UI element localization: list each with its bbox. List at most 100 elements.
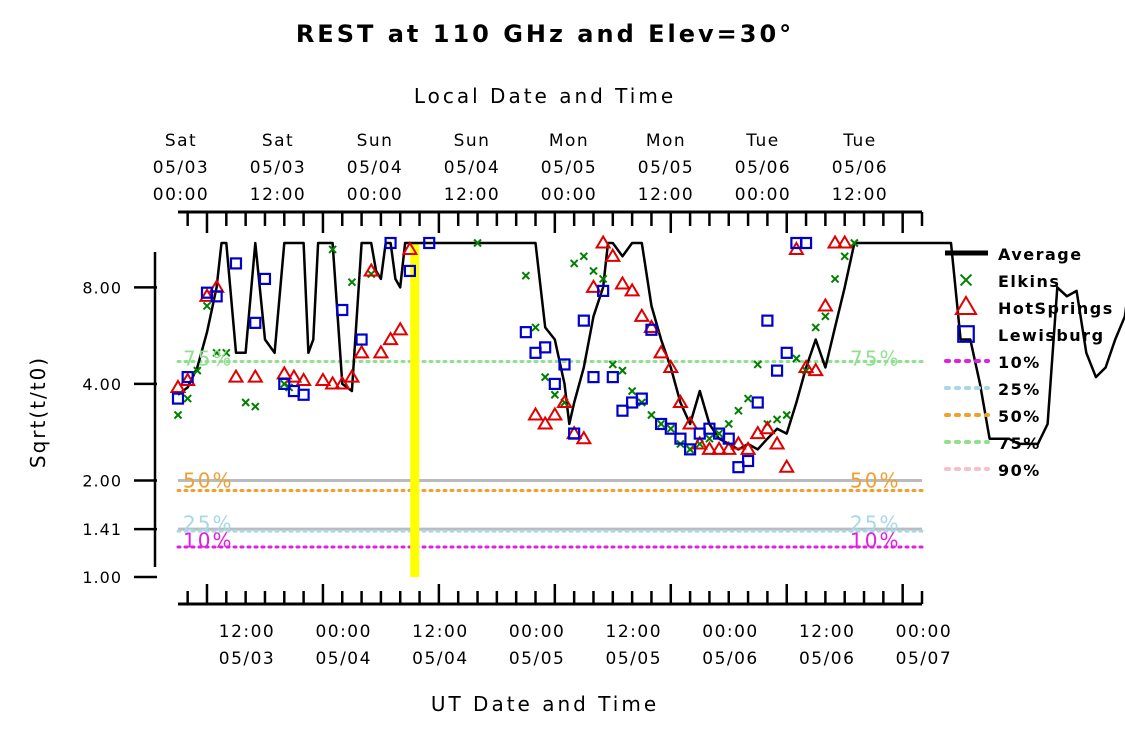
y-axis-title: Sqrt(t/t0) <box>26 356 50 468</box>
ut-time-7: 00:00 <box>896 622 953 642</box>
ut-date-1: 05/04 <box>315 649 372 669</box>
ut-date-2: 05/04 <box>412 649 469 669</box>
elkins-point-46-stroke-b <box>830 274 840 284</box>
legend-item-10pct: 10% <box>944 353 1039 372</box>
ut-date-7: 05/07 <box>896 649 953 669</box>
series-hotsprings <box>169 234 853 473</box>
elkins-point-41-stroke-b <box>782 410 791 420</box>
series-lewisburg <box>171 236 813 474</box>
elkins-point-16-stroke-b <box>540 372 550 382</box>
legend-item-average: Average <box>945 245 1083 264</box>
elkins-point-22 <box>598 274 608 284</box>
local-date-6: 05/06 <box>735 158 792 178</box>
elkins-point-34-stroke-b <box>714 429 724 438</box>
legend-item-25pct: 25% <box>944 380 1039 399</box>
lewisburg-point-39 <box>751 396 764 409</box>
local-time-4: 00:00 <box>541 185 598 205</box>
hotsprings-point-12 <box>343 368 361 383</box>
local-date-2: 05/04 <box>347 158 404 178</box>
legend-item-lewisburg: Lewisburg <box>957 325 1103 345</box>
hotsprings-point-31 <box>643 318 660 333</box>
local-time-6: 00:00 <box>735 185 792 205</box>
hotsprings-point-10 <box>324 375 341 390</box>
local-day-2: Sun <box>357 131 394 151</box>
hotsprings-point-20 <box>536 415 554 430</box>
hotsprings-point-27 <box>604 247 622 262</box>
elkins-point-0-stroke-b <box>173 410 183 420</box>
legend-label: 75% <box>998 434 1041 453</box>
lewisburg-point-10 <box>336 303 349 317</box>
local-day-3: Sun <box>454 131 491 151</box>
elkins-point-15-stroke-b <box>531 323 540 332</box>
local-time-7: 12:00 <box>832 185 889 205</box>
legend-label: 90% <box>998 461 1041 480</box>
elkins-point-44-stroke-b <box>811 323 820 332</box>
lewisburg-point-42 <box>780 346 793 359</box>
ref-label-left-3: 10% <box>183 528 233 552</box>
local-date-3: 05/04 <box>444 158 501 178</box>
lewisburg-point-31 <box>674 432 687 445</box>
hotsprings-point-38 <box>710 440 728 455</box>
hotsprings-point-34 <box>672 394 689 409</box>
elkins-point-33 <box>705 434 714 443</box>
elkins-point-20-stroke-b <box>579 252 589 261</box>
elkins-point-5-stroke-b <box>222 348 231 358</box>
hotsprings-point-19 <box>527 406 544 421</box>
axes: 1.00 1.41 2.00 4.00 8.00 Sat 05/03 00:00 Sat 05/0… <box>82 131 953 669</box>
elkins-point-48 <box>850 238 859 248</box>
local-day-7: Tue <box>842 131 877 151</box>
lewisburg-point-5 <box>249 316 262 329</box>
ref-label-right-3: 10% <box>850 528 900 552</box>
hotsprings-point-22 <box>556 394 573 409</box>
local-day-1: Sat <box>262 131 294 151</box>
top-axis-title: Local Date and Time <box>414 84 676 108</box>
hotsprings-point-40 <box>730 435 747 450</box>
legend-swatch-marker <box>954 294 978 316</box>
elkins-point-16 <box>540 372 550 382</box>
elkins-point-29 <box>666 424 675 433</box>
legend-label: Average <box>998 245 1083 264</box>
elkins-point-48-stroke-b <box>850 238 859 248</box>
hotsprings-point-28 <box>614 275 631 290</box>
elkins-point-28 <box>656 419 666 429</box>
local-day-5: Mon <box>646 131 686 151</box>
elkins-point-25-stroke-b <box>627 386 637 396</box>
elkins-point-31-stroke-b <box>685 445 695 454</box>
elkins-point-7-stroke-b <box>251 402 260 411</box>
hotsprings-point-44 <box>768 435 786 450</box>
ut-time-4: 12:00 <box>606 622 663 642</box>
local-date-5: 05/05 <box>638 158 695 178</box>
ref-label-left-0: 75% <box>183 347 233 371</box>
elkins-point-42-stroke-b <box>792 354 801 363</box>
elkins-point-36 <box>734 406 743 415</box>
elkins-point-21-stroke-b <box>589 266 598 276</box>
hotsprings-point-25 <box>585 278 602 293</box>
local-time-3: 12:00 <box>444 185 501 205</box>
elkins-point-40-stroke-b <box>772 415 782 424</box>
lewisburg-point-18 <box>548 377 561 391</box>
elkins-point-0 <box>173 410 183 420</box>
hotsprings-point-6 <box>276 365 293 380</box>
local-time-2: 00:00 <box>347 185 404 205</box>
chart-title: REST at 110 GHz and Elev=30° <box>296 20 794 48</box>
elkins-point-1 <box>183 394 192 403</box>
elkins-point-11-stroke-b <box>347 278 357 287</box>
hotsprings-point-43 <box>759 420 776 435</box>
hotsprings-point-14 <box>362 262 380 277</box>
legend-label: 50% <box>998 407 1041 426</box>
hotsprings-point-21 <box>546 406 564 421</box>
elkins-point-17-stroke-b <box>550 390 560 399</box>
elkins-point-35 <box>724 419 733 429</box>
lewisburg-point-41 <box>770 364 784 377</box>
elkins-point-47 <box>840 252 849 261</box>
elkins-point-47-stroke-b <box>840 252 849 261</box>
lewisburg-point-3 <box>210 290 223 303</box>
legend: Average Elkins HotSprings Lewisburg 10% 25% 50… <box>944 245 1112 480</box>
elkins-point-10 <box>328 245 337 254</box>
lewisburg-point-12 <box>384 236 397 250</box>
local-day-6: Tue <box>745 131 780 151</box>
elkins-point-46 <box>830 274 840 284</box>
elkins-point-2 <box>193 366 202 375</box>
elkins-point-13-stroke-b <box>473 238 482 248</box>
lewisburg-point-17 <box>539 341 552 354</box>
